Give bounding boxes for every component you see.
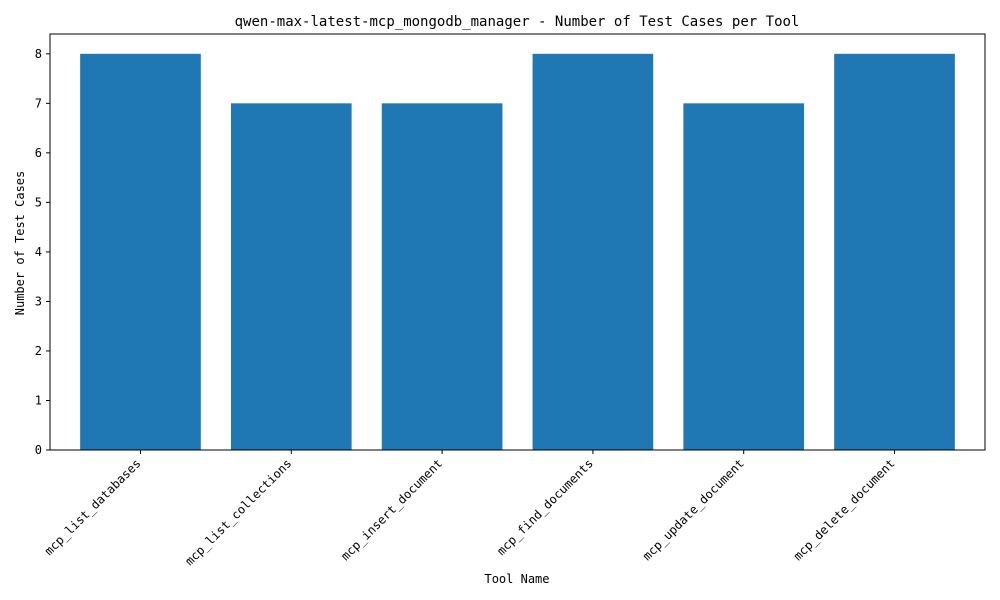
y-tick-label: 7: [35, 96, 42, 110]
y-tick-label: 1: [35, 393, 42, 407]
bar-mcp-insert-document: [381, 103, 503, 450]
x-tick-label: mcp_list_databases: [42, 456, 144, 558]
y-tick-label: 2: [35, 344, 42, 358]
plot-area: 0 1 2 3 4 5 6 7 8 mcp_list_databases mcp_list_coll…: [35, 33, 986, 568]
x-tick-label: mcp_list_collections: [182, 456, 294, 568]
x-tick-label: mcp_update_document: [640, 456, 747, 563]
y-tick-label: 5: [35, 195, 42, 209]
bar-mcp-delete-document: [834, 53, 955, 451]
bar-mcp-list-databases: [80, 53, 201, 451]
bar-mcp-find-documents: [532, 53, 654, 451]
x-tick-label: mcp_delete_document: [791, 456, 898, 563]
y-tick-label: 6: [35, 146, 42, 160]
bar-mcp-update-document: [683, 103, 805, 450]
x-tick-label: mcp_insert_document: [338, 456, 445, 563]
y-tick-label: 4: [35, 245, 42, 259]
x-axis-label: Tool Name: [484, 572, 549, 586]
y-tick-label: 3: [35, 294, 42, 308]
y-tick-label: 0: [35, 443, 42, 457]
y-axis-label: Number of Test Cases: [13, 171, 27, 316]
y-tick-label: 8: [35, 47, 42, 61]
axes-frame: [49, 33, 986, 451]
bar-mcp-list-collections: [230, 103, 352, 450]
x-tick-label: mcp_find_documents: [494, 456, 596, 558]
chart-title: qwen-max-latest-mcp_mongodb_manager - Nu…: [235, 14, 800, 30]
